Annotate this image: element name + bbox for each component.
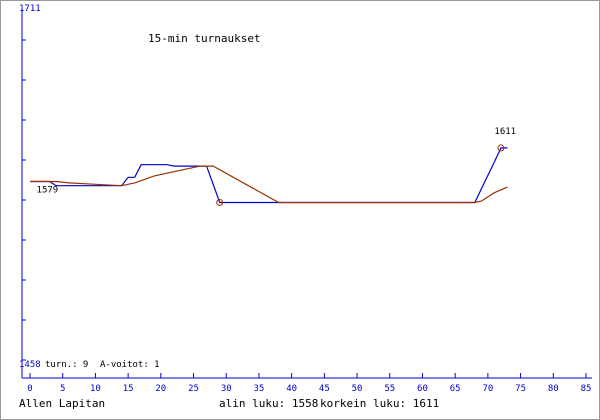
y-bottom-label: 1458 [19, 360, 41, 370]
x-tick-label: 25 [188, 384, 199, 394]
y-top-label: 1711 [19, 4, 41, 14]
marker-layer [216, 144, 505, 206]
point-marker [497, 144, 505, 152]
player-name: Allen Lapitan [19, 397, 105, 410]
x-tick-label: 40 [286, 384, 297, 394]
data-label: 1611 [494, 127, 516, 137]
games-count: turn.: 9 [45, 360, 88, 370]
chart-title: 15-min turnaukset [148, 32, 261, 45]
x-tick-label: 75 [515, 384, 526, 394]
x-tick-label: 0 [27, 384, 32, 394]
x-tick-label: 60 [417, 384, 428, 394]
x-tick-label: 65 [450, 384, 461, 394]
min-rating: alin luku: 1558 [219, 397, 318, 410]
x-tick-label: 15 [123, 384, 134, 394]
x-tick-label: 45 [319, 384, 330, 394]
x-ticks: 0 5 10 15 20 25 30 35 40 45 50 55 60 65 70 75 80 85 [27, 373, 591, 394]
series-line-2 [30, 165, 508, 204]
x-tick-label: 5 [60, 384, 65, 394]
max-rating: korkein luku: 1611 [320, 397, 439, 410]
y-ticks [22, 39, 26, 361]
annotation-layer: 1579 1611 [37, 127, 517, 196]
x-tick-label: 35 [254, 384, 265, 394]
x-tick-label: 80 [548, 384, 559, 394]
point-marker [216, 198, 224, 206]
x-tick-label: 50 [352, 384, 363, 394]
series-line-1 [30, 147, 508, 204]
data-label: 1579 [37, 186, 59, 196]
wins-count: A-voitot: 1 [100, 360, 160, 370]
x-tick-label: 30 [221, 384, 232, 394]
x-tick-label: 55 [384, 384, 395, 394]
x-tick-label: 85 [581, 384, 592, 394]
x-tick-label: 20 [155, 384, 166, 394]
x-tick-label: 10 [90, 384, 101, 394]
x-tick-label: 70 [482, 384, 493, 394]
series-layer [30, 147, 508, 204]
